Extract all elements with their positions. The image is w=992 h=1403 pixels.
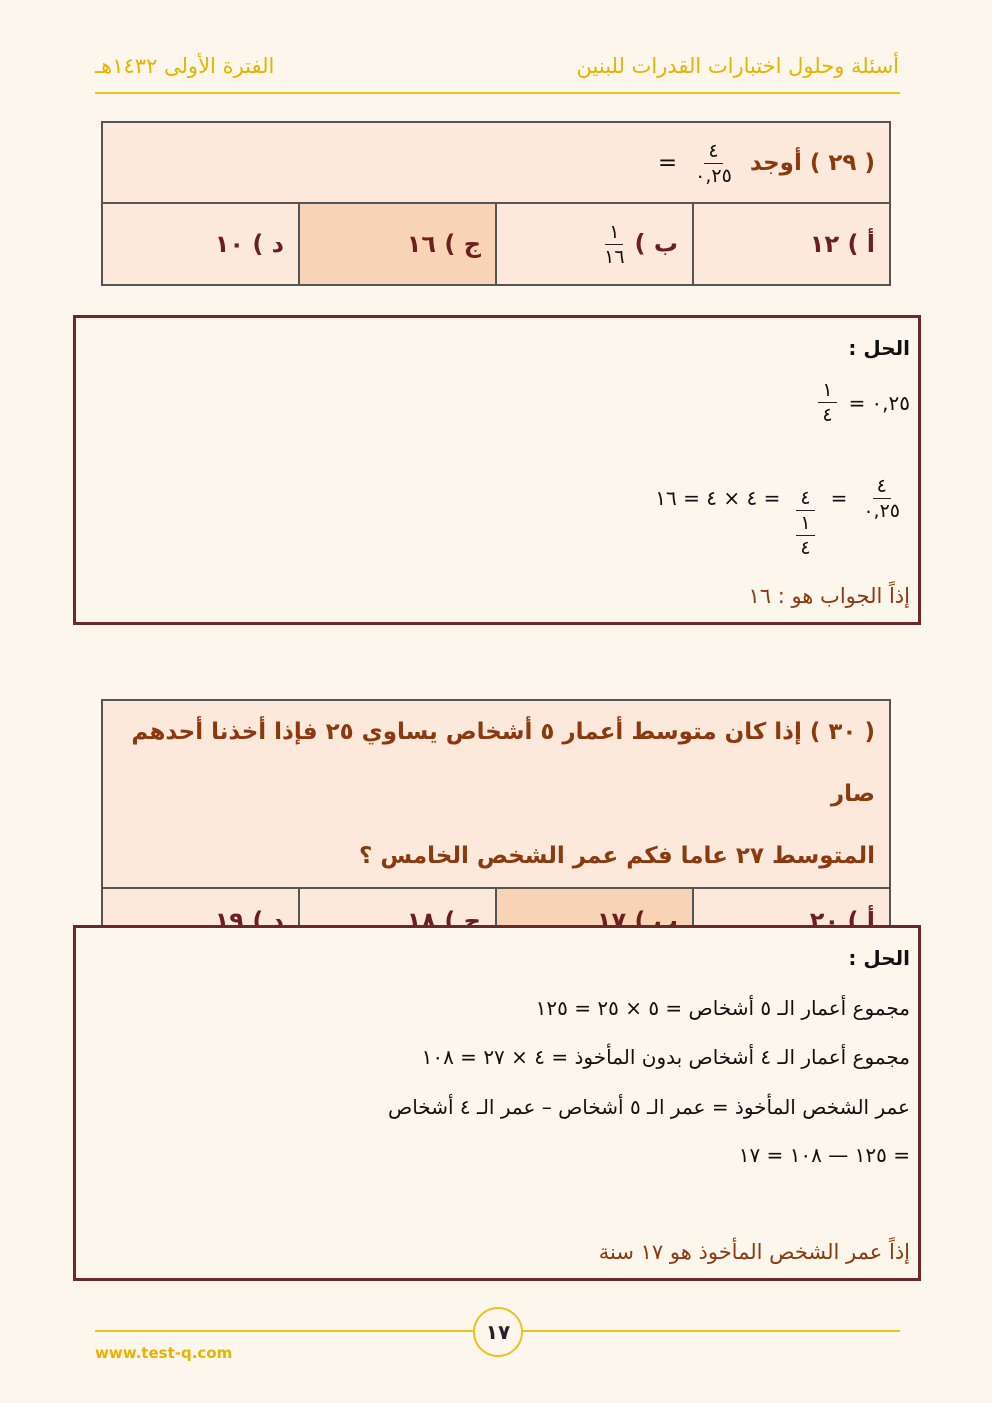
- question-line: ( ٣٠ ) إذا كان متوسط أعمار ٥ أشخاص يساوي…: [131, 719, 875, 807]
- header-title: أسئلة وحلول اختبارات القدرات للبنين: [576, 54, 899, 78]
- solution-line: عمر الشخص المأخوذ = عمر الـ ٥ أشخاص – عم…: [388, 1095, 910, 1119]
- footer-url[interactable]: www.test-q.com: [95, 1344, 233, 1362]
- numerator: ٤: [704, 139, 723, 164]
- footer-divider-right: [521, 1330, 900, 1332]
- header-divider: [95, 92, 900, 94]
- equals: =: [830, 486, 848, 510]
- denominator: ٠,٢٥: [863, 499, 900, 522]
- option-label: ب ): [634, 229, 678, 257]
- equals: =: [657, 149, 678, 176]
- solution-30-box: الحل : مجموع أعمار الـ ٥ أشخاص = ٥ × ٢٥ …: [73, 925, 921, 1281]
- numerator: ١: [818, 378, 837, 403]
- numerator: ١: [796, 511, 815, 536]
- numerator: ٤: [872, 474, 891, 499]
- header-period: الفترة الأولى ١٤٣٢هـ: [95, 54, 275, 78]
- denominator: ٠,٢٥: [695, 164, 732, 187]
- denominator: ٤: [822, 404, 833, 426]
- fraction: ٤ ٠,٢٥: [691, 139, 736, 188]
- footer-divider-left: [95, 1330, 473, 1332]
- option-b[interactable]: ب ) ١ ١٦: [495, 202, 694, 286]
- question-29-table: ( ٢٩ ) أوجد ٤ ٠,٢٥ = أ ) ١٢ ب ) ١ ١٦ ج ) ١٦…: [101, 121, 891, 286]
- denominator: ١٦: [604, 245, 625, 268]
- solution-line: = ١٢٥ — ١٠٨ = ١٧: [738, 1143, 910, 1167]
- solution-answer: إذاً عمر الشخص المأخوذ هو ١٧ سنة: [598, 1240, 910, 1264]
- page-number: ١٧: [473, 1307, 523, 1357]
- question-line: المتوسط ٢٧ عاما فكم عمر الشخص الخامس ؟: [359, 843, 875, 869]
- option-d[interactable]: د ) ١٠: [101, 202, 300, 286]
- numerator: ١: [605, 220, 624, 245]
- option-a[interactable]: أ ) ١٢: [692, 202, 891, 286]
- fraction: ١ ١٦: [600, 220, 628, 269]
- question-prefix: ( ٢٩ ) أوجد: [749, 149, 875, 176]
- numerator: ٤: [796, 486, 815, 511]
- solution-title: الحل :: [848, 336, 910, 360]
- result: = ٤ × ٤ = ١٦: [655, 486, 781, 510]
- value: ٠,٢٥: [871, 390, 910, 415]
- question-29-text: ( ٢٩ ) أوجد ٤ ٠,٢٥ =: [101, 121, 891, 204]
- denominator: ٤: [800, 537, 811, 559]
- question-30-text: ( ٣٠ ) إذا كان متوسط أعمار ٥ أشخاص يساوي…: [101, 699, 891, 889]
- option-c-correct[interactable]: ج ) ١٦: [298, 202, 497, 286]
- solution-line: مجموع أعمار الـ ٤ أشخاص بدون المأخوذ = ٤…: [421, 1045, 910, 1069]
- solution-line: مجموع أعمار الـ ٥ أشخاص = ٥ × ٢٥ = ١٢٥: [535, 996, 910, 1020]
- equals: =: [848, 390, 866, 415]
- question-30-table: ( ٣٠ ) إذا كان متوسط أعمار ٥ أشخاص يساوي…: [101, 699, 891, 955]
- solution-title: الحل :: [848, 946, 910, 970]
- fraction: ٤ ٠,٢٥: [859, 474, 904, 523]
- solution-answer: إذاً الجواب هو : ١٦: [748, 584, 910, 608]
